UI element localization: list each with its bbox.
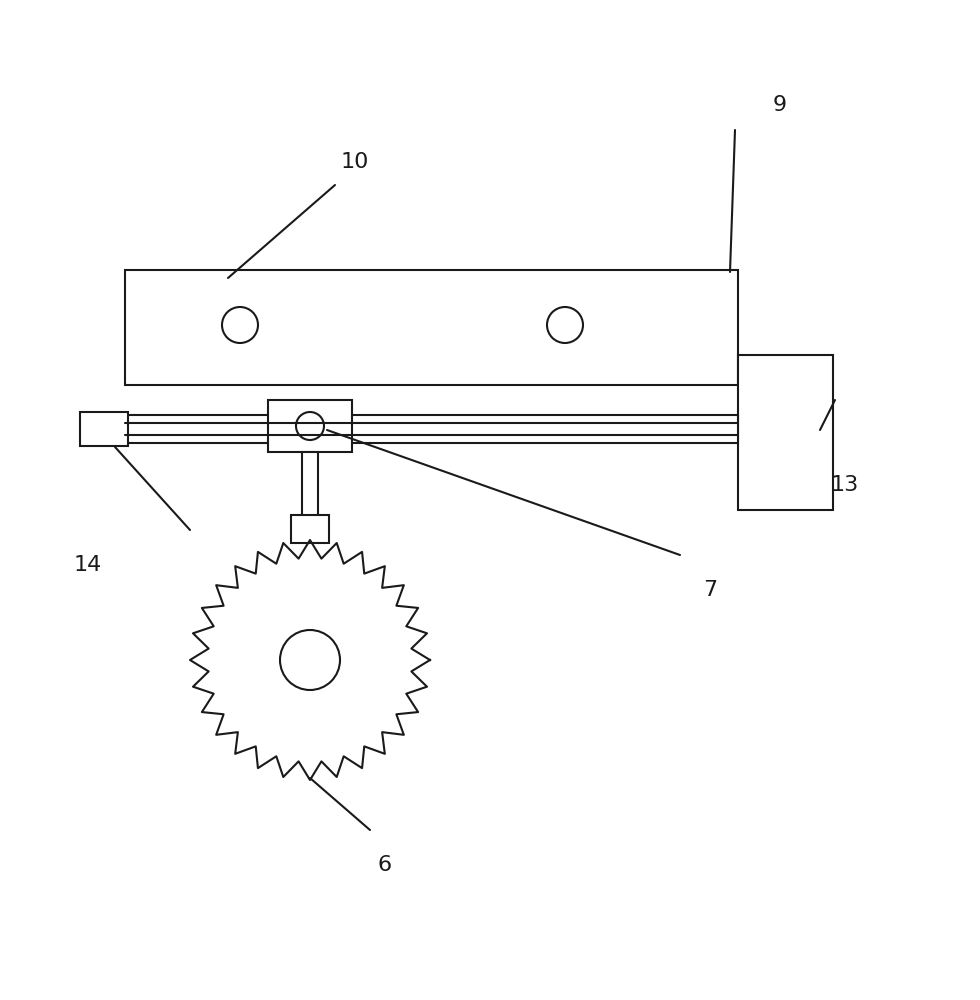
Bar <box>80 412 128 446</box>
Text: 14: 14 <box>74 555 102 575</box>
Circle shape <box>296 412 324 440</box>
Bar <box>268 400 352 452</box>
Text: 6: 6 <box>378 855 392 875</box>
Bar <box>302 452 318 530</box>
Circle shape <box>547 307 583 343</box>
Bar <box>291 515 329 543</box>
Bar <box>125 270 738 385</box>
Text: 7: 7 <box>703 580 717 600</box>
Text: 10: 10 <box>341 152 369 172</box>
Bar <box>125 415 738 443</box>
Circle shape <box>280 630 340 690</box>
Bar <box>738 355 833 510</box>
Text: 9: 9 <box>773 95 787 115</box>
Text: 13: 13 <box>831 475 859 495</box>
Circle shape <box>222 307 258 343</box>
